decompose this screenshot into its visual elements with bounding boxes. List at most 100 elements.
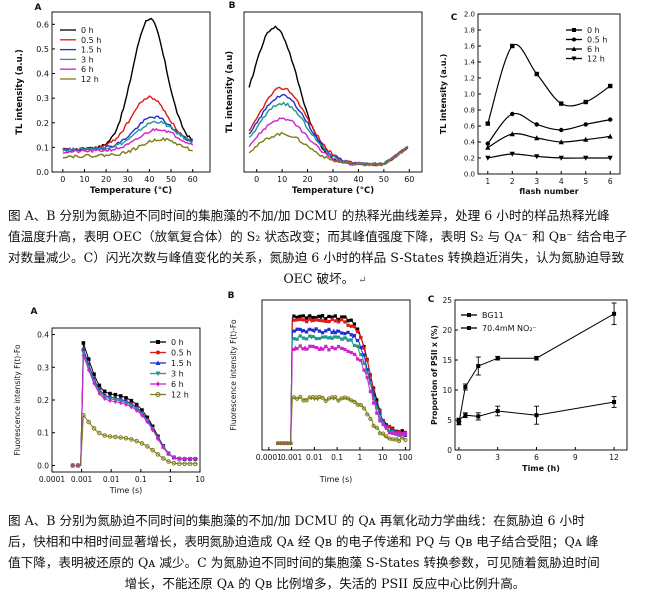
fig1c-x-tick-label: 2 — [510, 177, 515, 186]
fig1a-legend-label: 12 h — [81, 75, 99, 84]
fig2b-data-point — [292, 329, 296, 333]
fig2a-panel-letter: A — [31, 307, 38, 317]
fig2b-data-point — [384, 425, 388, 429]
fig2c-x-tick-label: 6 — [534, 453, 539, 462]
fig2c-y-tick-label: 5 — [447, 416, 452, 425]
fig2b-data-point — [352, 352, 357, 357]
fig1c-y-tick-label: 1.8 — [464, 27, 475, 35]
fig1a-legend-label: 6 h — [81, 65, 94, 74]
fig1c-data-point — [608, 117, 613, 122]
fig2a-data-point — [118, 400, 123, 406]
fig2b-data-point — [349, 350, 353, 355]
fig2a-data-point — [86, 419, 92, 425]
fig2b-data-point — [324, 344, 328, 349]
fig1b-y-axis-label: TL intensity (a.u) — [225, 51, 235, 133]
fig1c-y-tick-label: 0.4 — [464, 139, 476, 147]
fig1b-x-tick-label: 40 — [353, 175, 363, 184]
caption-figure-2: 图 A、B 分别为氮胁迫不同时间的集胞藻的不加/加 DCMU 的 Qᴀ 再氧化动… — [8, 510, 642, 594]
fig1c-legend-label: 0 h — [587, 26, 600, 35]
fig2b-x-tick-label: 100 — [398, 453, 413, 462]
fig2b-data-point — [400, 432, 404, 436]
fig1b-x-tick-label: 20 — [302, 175, 312, 184]
fig2b-x-tick-label: 1 — [358, 453, 363, 462]
fig2a-data-point — [156, 436, 160, 442]
fig2a-data-point — [129, 437, 134, 442]
fig1a-legend-label: 1.5 h — [81, 46, 101, 55]
fig2a-legend-marker — [156, 381, 160, 387]
fig2a-legend-label: 3 h — [171, 370, 184, 379]
fig2c-data-point — [476, 414, 481, 419]
fig2b-data-point — [324, 329, 328, 333]
fig2c-y-axis-label: Proportion of PSII x (%) — [430, 325, 439, 425]
fig2c-x-axis-label: Time (h) — [522, 464, 560, 473]
fig2a-data-point — [107, 434, 113, 439]
fig2b-data-point — [368, 374, 372, 378]
fig2c-x-tick-label: 3 — [495, 453, 500, 462]
fig2b-panel-letter: B — [228, 291, 235, 301]
fig1c-y-tick-label: 0.2 — [464, 155, 475, 163]
caption-2-line-1: 图 A、B 分别为氮胁迫不同时间的集胞藻的不加/加 DCMU 的 Qᴀ 再氧化动… — [8, 513, 585, 528]
fig2b-data-point — [358, 402, 363, 408]
fig2b-data-point — [381, 431, 386, 436]
fig2a-data-point — [123, 435, 129, 441]
fig1a-x-tick-label: 60 — [188, 175, 198, 184]
fig2b-data-point — [301, 318, 306, 322]
fig2b-data-point — [320, 331, 325, 335]
fig2b-data-point — [295, 318, 299, 322]
fig2b-data-point — [305, 330, 309, 334]
fig1c-panel-letter: C — [451, 13, 458, 23]
fig2b-data-point — [308, 327, 312, 331]
fig2b-data-point — [308, 317, 312, 321]
fig2c-data-point — [612, 400, 617, 404]
fig2b-data-point — [343, 347, 347, 352]
fig1a-x-tick-label: 10 — [79, 175, 89, 184]
fig2c-plot-frame — [454, 299, 628, 451]
fig2b-data-point — [403, 437, 408, 443]
fig2b-data-point — [301, 329, 306, 333]
fig2c-x-tick-label: 0 — [456, 453, 461, 462]
fig2b-data-point — [371, 393, 376, 397]
fig2b-data-point — [349, 324, 353, 328]
fig2a-data-point — [134, 438, 139, 444]
fig2a-data-point — [113, 392, 118, 397]
fig2b-data-point — [330, 317, 334, 321]
fig2b-data-point — [320, 314, 325, 318]
fig1a-series-3 — [62, 120, 193, 152]
fig2a-x-tick-label: 10 — [195, 475, 205, 484]
fig2b-data-point — [368, 390, 372, 394]
fig2a-data-point — [145, 444, 150, 449]
fig2b-data-point — [352, 333, 357, 338]
fig1c-series-line-3 — [487, 153, 611, 159]
fig2b-data-point — [294, 396, 300, 401]
fig2b-plot-frame — [261, 299, 411, 451]
fig2b-data-point — [311, 315, 315, 320]
fig2a-x-axis-label: Time (s) — [109, 486, 143, 495]
fig2b-data-point — [304, 398, 309, 403]
fig1a-y-tick-label: 0.3 — [36, 94, 49, 103]
fig1c-data-point — [485, 144, 491, 150]
fig1a-plot-frame — [51, 11, 211, 173]
fig2b-data-point — [320, 335, 325, 339]
caption-1-line-2: 值温度升高，表明 OEC（放氧复合体）的 S₂ 状态改变；而其峰值强度下降，表明… — [8, 229, 628, 244]
fig2a-legend-label: 6 h — [171, 380, 184, 389]
fig2b-data-point — [327, 336, 331, 340]
fig2b-data-point — [365, 358, 369, 362]
fig2b-data-point — [365, 412, 370, 417]
fig2c-data-point — [534, 413, 539, 418]
fig2a-data-point — [81, 350, 86, 355]
fig1c-legend-marker — [571, 56, 577, 62]
fig2b-data-point — [381, 422, 385, 427]
fig2b-data-point — [305, 337, 309, 341]
fig2b-data-point — [311, 335, 315, 339]
fig2b-data-point — [371, 423, 376, 428]
fig2a-y-tick-label: 0.1 — [37, 429, 49, 438]
fig1c-data-point — [558, 155, 564, 161]
fig2b-data-point — [311, 328, 315, 332]
fig1c-data-point — [485, 121, 490, 126]
fig1c-x-axis-label: flash number — [519, 187, 578, 196]
fig2a-data-point — [192, 461, 198, 467]
fig2b-series-line-5 — [277, 396, 406, 444]
caption-figure-1: 图 A、B 分别为氮胁迫不同时间的集胞藻的不加/加 DCMU 的热释光曲线差异，… — [8, 205, 642, 291]
fig2b-data-point — [346, 338, 350, 342]
fig1b-series-5 — [248, 131, 408, 167]
